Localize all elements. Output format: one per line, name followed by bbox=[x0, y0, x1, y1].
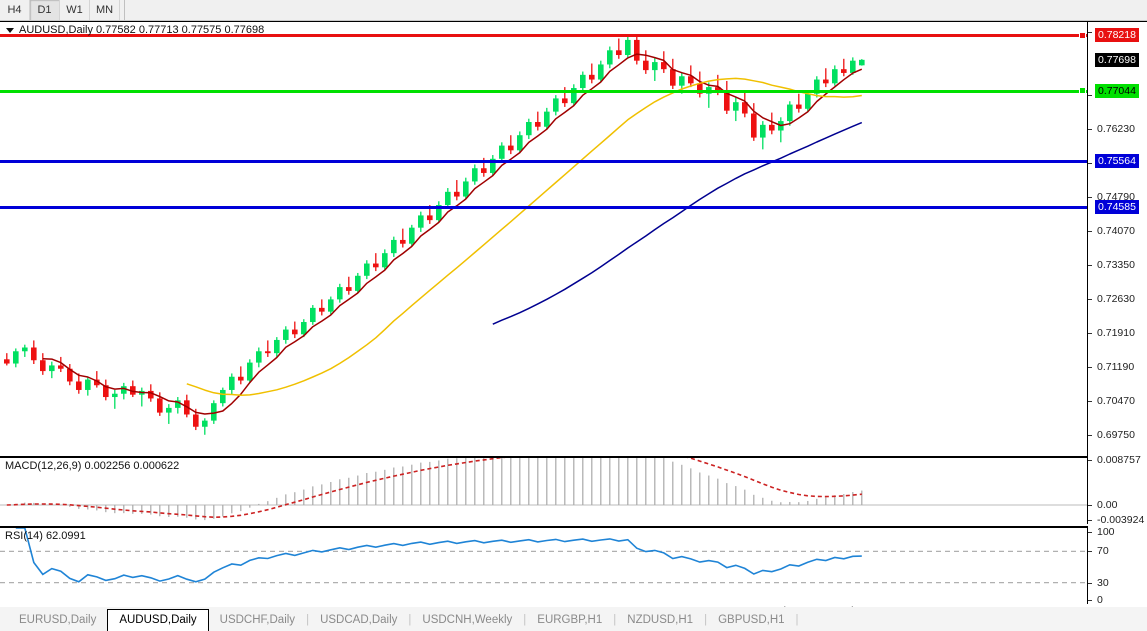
macd-scale-top: 0.008757 bbox=[1097, 454, 1141, 466]
tab-divider: | bbox=[613, 614, 617, 626]
symbol-tab-nzdusd[interactable]: NZDUSD,H1 bbox=[627, 614, 694, 626]
timeframe-mn[interactable]: MN bbox=[90, 0, 120, 20]
tick-mark bbox=[1088, 129, 1092, 131]
price-tick-5: 0.74070 bbox=[1097, 224, 1135, 237]
level-line-support[interactable] bbox=[0, 89, 1087, 93]
tick-mark bbox=[1088, 230, 1092, 232]
macd-pane[interactable]: MACD(12,26,9) 0.002256 0.000622 bbox=[0, 456, 1088, 524]
level-anchor-support[interactable] bbox=[1079, 87, 1086, 95]
price-pane[interactable]: AUDUSD,Daily 0.77582 0.77713 0.77575 0.7… bbox=[0, 22, 1088, 456]
tick-mark bbox=[1088, 582, 1092, 584]
rsi-scale-30: 30 bbox=[1097, 576, 1109, 589]
tick-mark bbox=[1088, 400, 1092, 402]
symbol-tab-usdcad[interactable]: USDCAD,Daily bbox=[320, 614, 398, 626]
rsi-plot bbox=[0, 528, 1087, 584]
level-line-blue_lower[interactable] bbox=[0, 205, 1087, 209]
symbol-tab-bar: EURUSD,Daily AUDUSD,Daily USDCHF,Daily | USD… bbox=[0, 607, 1147, 631]
chart-symbol-label: AUDUSD,Daily 0.77582 0.77713 0.77575 0.7… bbox=[19, 24, 265, 36]
toolbar-divider bbox=[124, 0, 125, 20]
timeframe-w1[interactable]: W1 bbox=[60, 0, 90, 20]
tick-mark bbox=[1088, 551, 1092, 553]
tick-mark bbox=[1088, 600, 1092, 601]
symbol-tab-eurgbp[interactable]: EURGBP,H1 bbox=[537, 614, 603, 626]
price-tick-10: 0.70470 bbox=[1097, 394, 1135, 407]
rsi-scale-70: 70 bbox=[1097, 545, 1109, 558]
tick-mark bbox=[1088, 434, 1092, 436]
level-anchor-resistance[interactable] bbox=[1079, 31, 1086, 39]
symbol-tab-eurusd[interactable]: EURUSD,Daily bbox=[19, 614, 97, 626]
symbol-tab-audusd[interactable]: AUDUSD,Daily bbox=[107, 609, 209, 631]
collapse-arrow-icon[interactable] bbox=[6, 27, 14, 33]
tab-divider: | bbox=[523, 614, 527, 626]
price-badge-blue-lower[interactable]: 0.74585 bbox=[1095, 199, 1139, 214]
price-badge-resistance[interactable]: 0.78218 bbox=[1095, 28, 1139, 43]
candlestick-plot bbox=[4, 35, 865, 435]
price-tick-7: 0.72630 bbox=[1097, 292, 1135, 305]
price-badge-blue-upper[interactable]: 0.75564 bbox=[1095, 153, 1139, 168]
tick-mark bbox=[1088, 163, 1092, 165]
timeframe-h4[interactable]: H4 bbox=[0, 0, 30, 20]
price-tick-11: 0.69750 bbox=[1097, 428, 1135, 441]
tick-mark bbox=[1088, 298, 1092, 300]
rsi-scale-100: 100 bbox=[1097, 526, 1115, 538]
level-line-blue_upper[interactable] bbox=[0, 159, 1087, 163]
tab-divider: | bbox=[408, 614, 412, 626]
timeframe-d1[interactable]: D1 bbox=[30, 0, 60, 20]
price-tick-2: 0.76230 bbox=[1097, 123, 1135, 136]
price-tick-9: 0.71190 bbox=[1097, 360, 1135, 373]
price-tick-6: 0.73350 bbox=[1097, 258, 1135, 271]
chart-area: AUDUSD,Daily 0.77582 0.77713 0.77575 0.7… bbox=[0, 21, 1147, 606]
tab-divider: | bbox=[795, 614, 799, 626]
symbol-tab-usdcnh[interactable]: USDCNH,Weekly bbox=[422, 614, 513, 626]
tick-mark bbox=[1088, 520, 1092, 521]
tick-mark bbox=[1088, 366, 1092, 368]
macd-plot bbox=[0, 458, 1087, 521]
price-scale[interactable]: 0.782800.769500.762300.755100.747900.740… bbox=[1088, 22, 1147, 606]
tick-mark bbox=[1088, 197, 1092, 198]
tick-mark bbox=[1088, 264, 1092, 266]
chart-symbol-header: AUDUSD,Daily 0.77582 0.77713 0.77575 0.7… bbox=[6, 24, 264, 36]
macd-label: MACD(12,26,9) 0.002256 0.000622 bbox=[5, 460, 180, 472]
timeframe-toolbar: H4 D1 W1 MN bbox=[0, 0, 1147, 21]
price-badge-support[interactable]: 0.77044 bbox=[1095, 83, 1139, 98]
macd-scale-bottom: -0.003924 bbox=[1097, 514, 1145, 526]
level-line-resistance[interactable] bbox=[0, 34, 1087, 38]
rsi-label: RSI(14) 62.0991 bbox=[5, 530, 86, 542]
rsi-scale-0: 0 bbox=[1097, 594, 1103, 606]
tick-mark bbox=[1088, 95, 1092, 97]
tab-divider: | bbox=[306, 614, 310, 626]
tick-mark bbox=[1088, 532, 1092, 533]
symbol-tab-gbpusd[interactable]: GBPUSD,H1 bbox=[718, 614, 785, 626]
tab-divider: | bbox=[704, 614, 708, 626]
price-badge-current[interactable]: 0.77698 bbox=[1095, 52, 1139, 67]
symbol-tab-usdchf[interactable]: USDCHF,Daily bbox=[219, 614, 296, 626]
tick-mark bbox=[1088, 460, 1092, 461]
tick-mark bbox=[1088, 504, 1092, 506]
tick-mark bbox=[1088, 332, 1092, 334]
price-tick-8: 0.71910 bbox=[1097, 326, 1135, 339]
tick-mark bbox=[1088, 32, 1092, 34]
rsi-pane[interactable]: RSI(14) 62.0991 bbox=[0, 526, 1088, 604]
macd-scale-mid: 0.00 bbox=[1097, 498, 1118, 511]
